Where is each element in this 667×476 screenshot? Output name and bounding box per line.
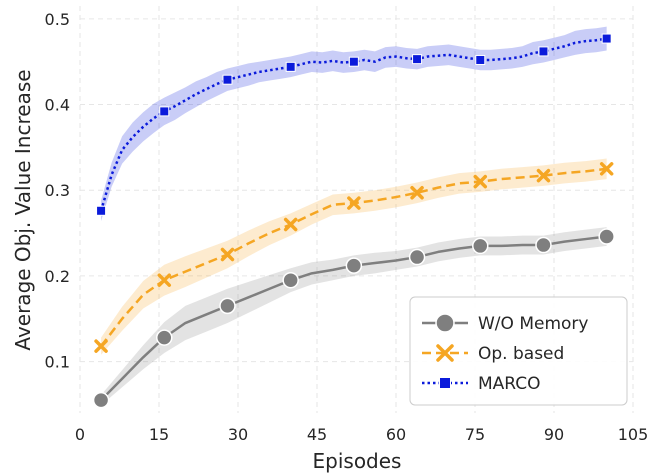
square-marker: [538, 46, 549, 57]
circle-marker: [282, 271, 299, 289]
x-tick-label: 30: [228, 425, 248, 444]
y-axis-ticks: 0.1 0.2 0.3 0.4 0.5: [45, 10, 70, 372]
y-tick-label: 0.2: [45, 267, 70, 286]
square-marker: [439, 377, 451, 389]
circle-marker: [345, 257, 363, 274]
x-axis-label: Episodes: [313, 449, 402, 473]
y-tick-label: 0.4: [45, 96, 70, 115]
y-tick-label: 0.1: [45, 353, 70, 372]
x-tick-label: 0: [75, 425, 85, 444]
x-marker: [283, 217, 298, 232]
x-tick-label: 15: [149, 425, 169, 444]
x-tick-label: 105: [618, 425, 649, 444]
y-tick-label: 0.3: [45, 181, 70, 200]
legend: W/O Memory Op. based MARCO: [409, 296, 628, 406]
legend-label: MARCO: [478, 374, 541, 394]
y-tick-label: 0.5: [45, 10, 70, 29]
x-marker: [410, 186, 424, 200]
circle-marker: [408, 248, 426, 266]
x-tick-label: 45: [307, 425, 327, 444]
square-marker: [412, 54, 423, 65]
circle-marker: [535, 236, 552, 254]
square-marker: [222, 74, 233, 85]
square-marker: [96, 205, 107, 216]
square-marker: [348, 56, 359, 67]
legend-label: Op. based: [478, 344, 564, 364]
x-marker: [536, 168, 551, 183]
square-marker: [601, 33, 612, 44]
x-marker: [436, 344, 454, 362]
circle-marker: [92, 391, 110, 409]
square-marker: [285, 61, 296, 72]
x-axis-ticks: 0 15 30 45 60 75 90 105: [75, 425, 648, 444]
circle-marker: [435, 313, 455, 333]
x-marker: [220, 247, 235, 262]
x-tick-label: 90: [544, 425, 564, 444]
legend-label: W/O Memory: [478, 314, 588, 334]
y-axis-label: Average Obj. Value Increase: [11, 69, 35, 350]
circle-marker: [598, 228, 615, 245]
square-marker: [159, 106, 170, 117]
x-marker: [473, 174, 488, 189]
x-tick-label: 60: [386, 425, 406, 444]
x-marker: [599, 162, 614, 176]
confidence-band: [101, 158, 607, 355]
series-markers: [92, 33, 615, 409]
circle-marker: [472, 237, 489, 255]
circle-marker: [219, 297, 236, 315]
x-marker: [157, 273, 172, 287]
x-marker: [347, 196, 361, 210]
x-marker: [94, 339, 108, 353]
x-tick-label: 75: [465, 425, 485, 444]
square-marker: [475, 54, 486, 65]
circle-marker: [156, 329, 173, 346]
